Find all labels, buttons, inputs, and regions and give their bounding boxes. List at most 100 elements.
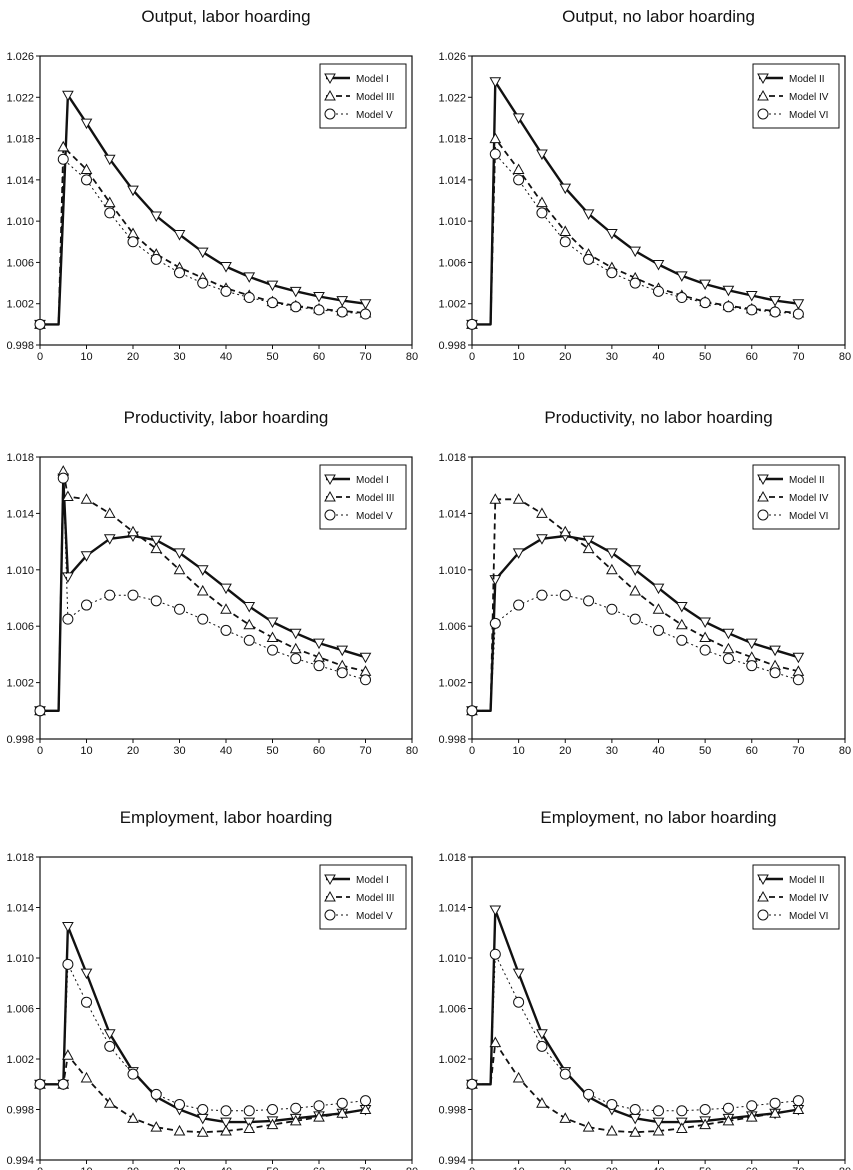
series-line <box>472 534 799 712</box>
series-marker <box>792 1095 804 1107</box>
series-line <box>472 908 799 1124</box>
y-tick-label: 1.018 <box>6 852 34 864</box>
series-marker <box>62 613 74 625</box>
y-tick-label: 1.018 <box>6 452 34 464</box>
x-tick-label: 80 <box>406 1166 418 1170</box>
legend-marker <box>757 89 769 101</box>
x-tick-label: 70 <box>359 351 371 363</box>
y-tick-label: 1.002 <box>6 678 34 690</box>
series-marker <box>745 1111 758 1122</box>
x-tick-label: 70 <box>792 351 804 363</box>
y-tick-label: 1.022 <box>438 92 466 104</box>
series-marker <box>536 1029 548 1040</box>
series-line <box>472 137 799 326</box>
x-tick-label: 10 <box>513 745 525 757</box>
x-tick-label: 30 <box>606 1166 618 1170</box>
x-tick-label: 0 <box>37 745 43 757</box>
legend: Model I Model III Model V <box>319 464 407 530</box>
series-marker <box>313 660 325 672</box>
series-marker <box>103 1029 116 1040</box>
series-marker <box>289 642 302 654</box>
y-tick-label: 1.010 <box>6 953 34 965</box>
series-marker <box>536 196 548 208</box>
legend-marker <box>324 490 336 502</box>
series-line <box>40 158 366 325</box>
legend-label: Model IV <box>789 92 829 103</box>
legend-marker <box>757 509 769 521</box>
legend: Model II Model IV Model VI <box>752 63 840 129</box>
series-marker <box>536 589 548 601</box>
series-marker <box>512 493 525 504</box>
y-tick-label: 1.018 <box>6 134 34 146</box>
series-marker <box>80 118 93 130</box>
x-tick-label: 40 <box>652 351 664 363</box>
series-marker <box>536 507 548 518</box>
series-marker <box>174 1098 185 1110</box>
series-marker <box>792 308 804 320</box>
series-model-v <box>34 153 371 330</box>
series-marker <box>699 1118 711 1130</box>
series-marker <box>606 603 618 615</box>
x-tick-label: 0 <box>37 351 43 363</box>
y-tick-label: 1.010 <box>6 565 34 577</box>
series-model-ii <box>466 905 805 1129</box>
y-tick-label: 0.998 <box>6 1105 34 1117</box>
series-marker <box>606 1124 618 1136</box>
series-marker <box>699 1104 711 1115</box>
x-tick-label: 70 <box>792 1166 804 1170</box>
x-tick-label: 10 <box>80 1166 92 1170</box>
series-marker <box>489 1036 502 1048</box>
series-marker <box>313 304 325 316</box>
x-tick-label: 50 <box>699 745 711 757</box>
x-tick-label: 80 <box>839 745 851 757</box>
series-marker <box>582 542 595 554</box>
series-marker <box>336 1097 348 1109</box>
series-line <box>40 93 366 326</box>
series-model-i <box>34 921 372 1129</box>
legend-marker <box>324 474 336 486</box>
series-marker <box>629 1104 641 1115</box>
legend-label: Model I <box>356 74 389 85</box>
x-tick-label: 50 <box>266 351 278 363</box>
series-marker <box>127 525 139 537</box>
legend: Model II Model IV Model VI <box>752 864 840 930</box>
series-marker <box>652 603 665 614</box>
series-marker <box>489 493 502 504</box>
y-tick-label: 1.002 <box>438 299 466 311</box>
x-tick-label: 40 <box>220 745 232 757</box>
series-marker <box>150 542 163 554</box>
series-marker <box>652 1124 665 1136</box>
series-marker <box>197 277 209 289</box>
legend: Model II Model IV Model VI <box>752 464 840 530</box>
legend-label: Model IV <box>789 493 829 504</box>
x-tick-label: 10 <box>513 1166 525 1170</box>
y-tick-label: 0.994 <box>6 1155 34 1167</box>
series-marker <box>769 296 781 307</box>
legend-marker <box>324 89 336 101</box>
series-marker <box>512 113 525 124</box>
legend-label: Model III <box>356 893 394 904</box>
series-marker <box>699 617 711 628</box>
chart-panel-5: Employment, labor hoarding 0 10 20 30 40 50 60 7… <box>6 808 418 1170</box>
x-tick-label: 60 <box>746 1166 758 1170</box>
series-marker <box>104 589 116 601</box>
series-line <box>472 498 799 712</box>
series-marker <box>103 154 116 166</box>
x-tick-label: 60 <box>746 745 758 757</box>
x-tick-label: 80 <box>839 1166 851 1170</box>
series-marker <box>746 1100 758 1112</box>
y-tick-label: 1.014 <box>6 903 34 915</box>
series-marker <box>62 958 74 970</box>
series-marker <box>173 1124 186 1136</box>
legend-marker <box>757 909 769 921</box>
series-marker <box>197 613 209 625</box>
legend-marker <box>757 874 769 886</box>
series-marker <box>220 583 232 595</box>
y-tick-label: 1.026 <box>6 51 34 63</box>
series-marker <box>536 1040 548 1052</box>
legend-marker <box>324 509 336 521</box>
series-marker <box>289 286 302 298</box>
series-marker <box>173 230 186 241</box>
series-marker <box>769 1097 781 1109</box>
x-tick-label: 60 <box>313 745 325 757</box>
